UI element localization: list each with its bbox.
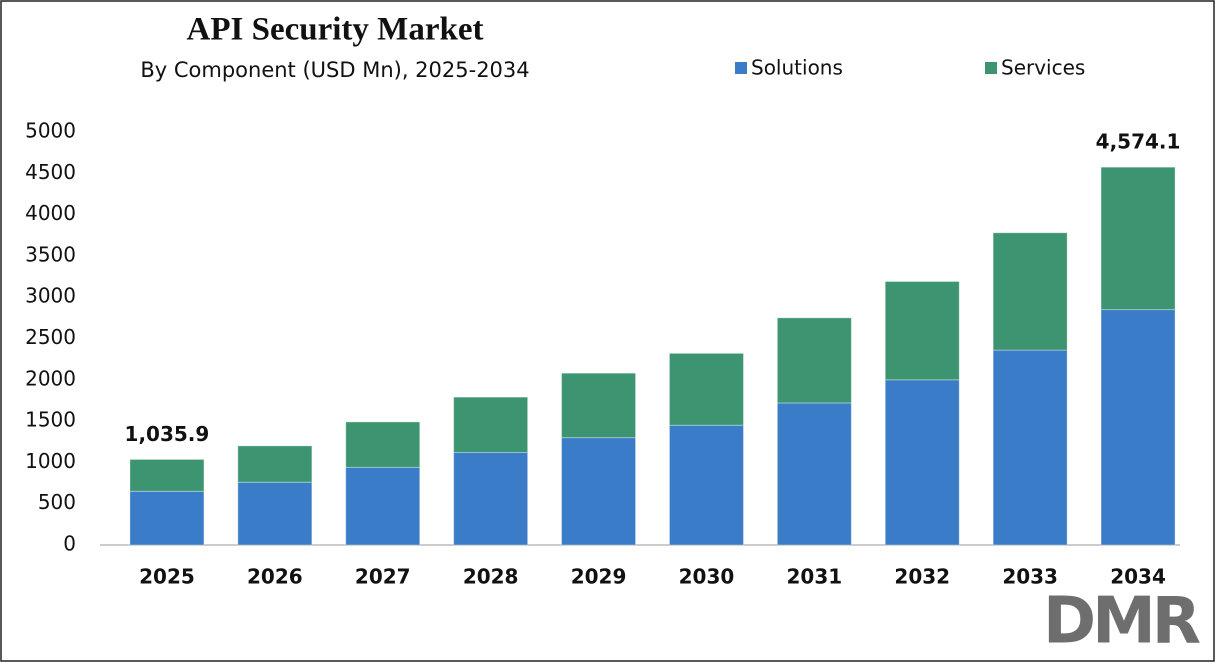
bar-segment bbox=[237, 445, 313, 483]
bar-segment bbox=[129, 490, 205, 546]
chart-subtitle: By Component (USD Mn), 2025-2034 bbox=[140, 58, 529, 82]
y-tick-label: 4000 bbox=[25, 201, 76, 225]
bar-segment bbox=[561, 437, 637, 546]
x-tick-label: 2026 bbox=[247, 565, 303, 589]
y-tick-label: 1000 bbox=[25, 449, 76, 473]
y-tick-label: 0 bbox=[63, 532, 76, 556]
y-tick-label: 3000 bbox=[25, 284, 76, 308]
x-tick-label: 2033 bbox=[1002, 565, 1058, 589]
bar-segment bbox=[776, 402, 852, 546]
y-tick-label: 2500 bbox=[25, 325, 76, 349]
legend-swatch bbox=[985, 62, 997, 74]
bar-segment bbox=[345, 421, 421, 468]
bar-segment bbox=[668, 424, 744, 546]
x-tick-label: 2030 bbox=[679, 565, 735, 589]
bar-segment bbox=[1100, 309, 1176, 546]
bar-segment bbox=[776, 317, 852, 404]
x-tick-label: 2027 bbox=[355, 565, 411, 589]
y-tick-label: 4500 bbox=[25, 160, 76, 184]
x-tick-label: 2031 bbox=[787, 565, 843, 589]
bar-segment bbox=[884, 281, 960, 381]
chart-title: API Security Market bbox=[187, 12, 484, 48]
legend-label: Services bbox=[1001, 56, 1085, 80]
x-tick-label: 2025 bbox=[139, 565, 195, 589]
bar-segment bbox=[992, 232, 1068, 351]
y-tick-label: 1500 bbox=[25, 408, 76, 432]
bar-segment bbox=[884, 379, 960, 546]
bar-segment bbox=[1100, 166, 1176, 311]
x-tick-label: 2032 bbox=[894, 565, 950, 589]
total-label: 1,035.9 bbox=[125, 422, 210, 446]
bar-segment bbox=[345, 466, 421, 546]
bar-segment bbox=[453, 396, 529, 453]
y-tick-label: 5000 bbox=[25, 119, 76, 143]
logo: DMR bbox=[1043, 585, 1200, 659]
x-tick-label: 2034 bbox=[1110, 565, 1166, 589]
bar-segment bbox=[992, 349, 1068, 546]
bar-segment bbox=[668, 352, 744, 426]
y-tick-label: 2000 bbox=[25, 366, 76, 390]
y-tick-label: 500 bbox=[38, 490, 76, 514]
x-tick-label: 2028 bbox=[463, 565, 519, 589]
x-tick-label: 2029 bbox=[571, 565, 627, 589]
bar-segment bbox=[237, 481, 313, 546]
bar-segment bbox=[129, 458, 205, 492]
bar-segment bbox=[561, 372, 637, 439]
total-label: 4,574.1 bbox=[1096, 130, 1181, 154]
bar-segment bbox=[453, 451, 529, 546]
legend-swatch bbox=[735, 62, 747, 74]
legend-label: Solutions bbox=[751, 56, 843, 80]
y-tick-label: 3500 bbox=[25, 242, 76, 266]
